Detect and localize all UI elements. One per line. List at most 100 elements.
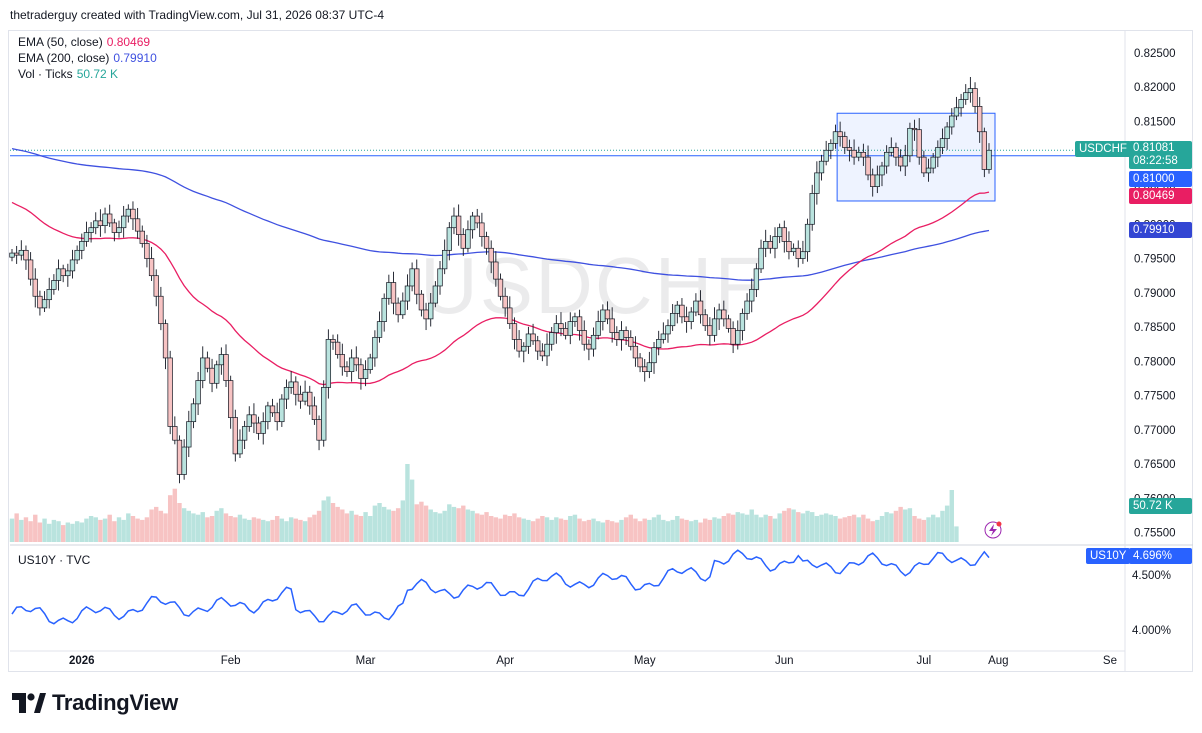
us10y-pane-title[interactable]: US10Y · TVC [18,553,91,567]
volume-bar [721,516,727,542]
candle-body [483,236,490,249]
candle-body [437,268,443,287]
candle-body [307,391,313,407]
candle-body [418,293,425,311]
candle-body [269,405,276,414]
volume-bar [447,504,452,542]
volume-bar [242,518,247,542]
volume-bar [749,509,754,542]
candle-body [725,318,732,329]
candle-body [809,193,815,225]
chart-frame[interactable] [8,30,1193,672]
candle-body [507,307,513,325]
y-tick-label: 0.79500 [1134,254,1176,266]
volume-bar [279,518,285,542]
candle-body [949,115,955,128]
tradingview-logo[interactable]: TradingView [12,690,178,716]
volume-bar [917,518,922,542]
candle-body [790,247,797,253]
volume-bar [619,519,624,542]
candle-body [749,289,755,302]
candle-body [683,316,690,322]
volume-tag: 50.72 K [1129,498,1192,514]
volume-bar [884,512,889,542]
last-price-value: 0.81081 [1133,142,1175,154]
candle-body [497,278,504,297]
candle-body [51,280,57,290]
candle-body [967,88,974,94]
volume-bar [544,517,550,542]
candle-body [409,268,415,287]
volume-bar [405,464,410,542]
volume-bar [354,514,359,542]
volume-bar [177,503,182,542]
us10y-symbol-tag[interactable]: US10Y [1086,548,1131,564]
candle-body [916,129,922,158]
volume-bar [42,518,47,542]
volume-bar [223,513,229,542]
x-tick-label: Jun [775,655,794,667]
volume-bar [707,519,713,542]
volume-bar [251,517,257,542]
volume-bar [833,516,838,542]
candle-body [935,147,941,158]
volume-bar [563,519,568,542]
candle-body [265,405,271,423]
candle-body [981,131,987,170]
volume-bar [944,505,950,542]
candle-body [139,230,145,244]
candle-body [930,156,936,169]
candle-body [125,208,131,217]
candle-body [228,380,234,418]
candle-body [223,354,229,381]
volume-bar [88,516,94,542]
volume-bar [693,519,699,542]
volume-bar [414,504,419,542]
symbol-tag[interactable]: USDCHF [1075,141,1131,157]
volume-bar [205,517,210,542]
candle-body [158,295,164,325]
volume-bar [475,513,480,542]
volume-bar [400,500,405,542]
volume-bar [116,517,122,542]
candle-body [558,323,564,329]
candle-body [921,156,927,174]
volume-bar [256,518,261,542]
legend-ema200-value: 0.79910 [113,51,157,65]
x-tick-label: Aug [988,655,1008,667]
candle-body [348,357,355,372]
volume-bar [79,522,84,542]
volume-bar [386,509,392,542]
candle-body [339,354,345,368]
us10y-value-tag: 4.696% [1129,548,1192,564]
candle-body [870,174,876,187]
candle-body [23,249,29,261]
y-tick-label: 0.77500 [1134,391,1176,403]
candle-body [311,405,318,420]
chart-attribution: thetraderguy created with TradingView.co… [10,8,384,22]
volume-bar [796,512,801,542]
volume-bar [228,516,233,542]
candle-body [260,421,266,434]
candle-body [730,328,736,345]
candle-body [134,218,141,232]
volume-bar [451,506,457,542]
volume-bar [647,519,652,542]
candle-body [530,333,536,342]
candle-body [874,174,880,187]
candle-body [609,318,615,333]
volume-bar [237,514,243,542]
candle-body [911,127,918,131]
legend-volume[interactable]: Vol · Ticks 50.72 K [18,66,118,82]
candle-body [614,332,620,340]
legend-ema200[interactable]: EMA (200, close) 0.79910 [18,50,157,66]
volume-bar [600,522,606,542]
candle-body [83,232,90,242]
candle-body [576,316,583,331]
legend-ema50[interactable]: EMA (50, close) 0.80469 [18,34,150,50]
volume-bar [703,518,708,542]
candle-body [390,282,397,304]
candle-body [469,215,476,231]
volume-bar [395,508,401,542]
